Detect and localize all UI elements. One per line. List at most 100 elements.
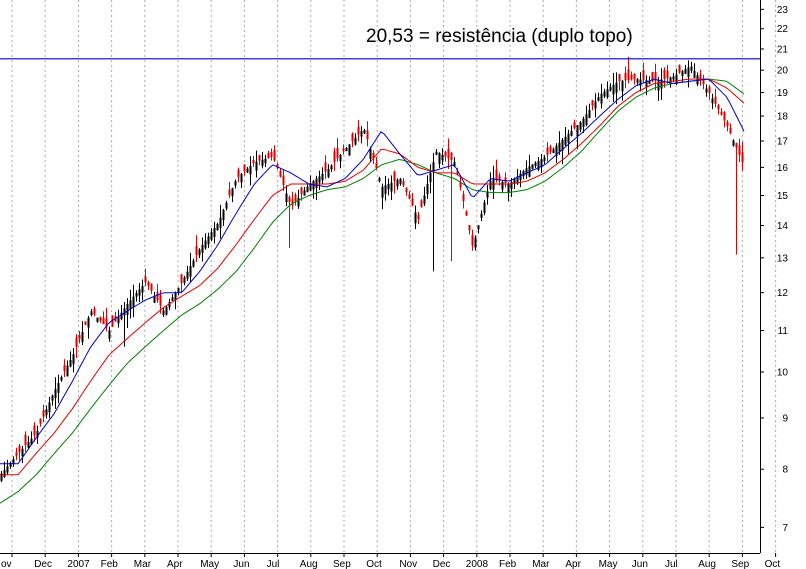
candle (24, 431, 27, 452)
candle-body (603, 91, 606, 97)
y-tick-label: 10 (777, 368, 789, 379)
y-tick-label: 21 (777, 44, 789, 55)
candle (309, 175, 312, 191)
moving-averages (0, 78, 745, 504)
candle-body (378, 178, 381, 182)
candle-body (558, 142, 561, 152)
x-axis: ov Dec 2007 Feb Mar Apr May Jun Jul Aug Sep Oct Nov D… (1, 553, 780, 569)
candle-body (84, 321, 87, 325)
candle-body (24, 434, 27, 446)
candle-body (693, 70, 696, 78)
candle-body (462, 194, 465, 202)
candle-body (69, 359, 72, 367)
candle-body (150, 283, 153, 291)
y-tick-label: 13 (777, 253, 789, 264)
candle-body (657, 80, 660, 91)
candle-body (579, 122, 582, 130)
candle (138, 282, 141, 303)
candle-body (216, 223, 219, 231)
candle-body (201, 244, 204, 253)
candle (57, 374, 60, 404)
candle (597, 92, 600, 102)
candle-body (690, 66, 693, 71)
candle (714, 88, 717, 108)
candle-body (177, 287, 180, 293)
candle (591, 99, 594, 111)
candle-body (255, 161, 258, 171)
candle-body (453, 161, 456, 167)
x-tick-label: Apr (565, 559, 581, 569)
candle (396, 178, 399, 190)
candle-body (363, 130, 366, 134)
candle-body (354, 137, 357, 145)
candle (360, 126, 363, 144)
candle-body (393, 171, 396, 182)
candle-body (87, 317, 90, 328)
candle (480, 210, 483, 221)
x-tick-label: Oct (765, 559, 781, 569)
candle (6, 459, 9, 476)
candle (30, 431, 33, 446)
candle (96, 317, 99, 323)
y-tick-label: 16 (777, 163, 789, 174)
vertical-grid (11, 0, 777, 553)
candle-body (198, 249, 201, 256)
x-tick-label: Jul (665, 559, 678, 569)
candle (381, 183, 384, 210)
candlesticks (0, 56, 744, 483)
candle-body (471, 235, 474, 246)
candle-body (189, 266, 192, 277)
ma-short-line (0, 78, 745, 465)
candle (45, 405, 48, 419)
candle (537, 157, 540, 172)
candle (156, 284, 159, 304)
candle-body (51, 395, 54, 401)
candle-body (243, 164, 246, 172)
candle (108, 326, 111, 342)
candle-body (597, 97, 600, 101)
candle (189, 252, 192, 283)
candle (504, 172, 507, 188)
candle (195, 235, 198, 262)
plot-area (0, 0, 760, 553)
candle (249, 156, 252, 186)
candle (468, 225, 471, 235)
candle-body (684, 69, 687, 74)
candle-body (426, 184, 429, 195)
candle-body (0, 473, 3, 482)
candle (384, 175, 387, 201)
candle (567, 129, 570, 154)
candle-body (708, 87, 711, 94)
candle (447, 138, 450, 169)
candle (285, 185, 288, 207)
candle (573, 119, 576, 130)
candle-body (246, 168, 249, 173)
candle (723, 111, 726, 128)
candle (594, 93, 597, 118)
candle-body (75, 337, 78, 347)
candle-body (432, 162, 435, 173)
candle (168, 298, 171, 311)
candle (243, 164, 246, 176)
candle-body (444, 151, 447, 157)
candle (450, 151, 453, 262)
candle-body (525, 168, 528, 175)
candle (570, 125, 573, 137)
candle (261, 152, 264, 169)
candle (633, 73, 636, 85)
candle-body (195, 246, 198, 255)
candle-body (408, 194, 411, 199)
candle-body (519, 173, 522, 181)
candle-body (540, 159, 543, 168)
candle (33, 422, 36, 442)
candle-body (156, 292, 159, 301)
candle-body (108, 330, 111, 339)
candle (393, 170, 396, 194)
candle (123, 301, 126, 347)
candle-body (63, 365, 66, 372)
candle (120, 305, 123, 321)
candle-body (486, 191, 489, 198)
candle (222, 208, 225, 227)
x-tick-label: Jul (267, 559, 280, 569)
x-tick-label: Dec (433, 559, 451, 569)
